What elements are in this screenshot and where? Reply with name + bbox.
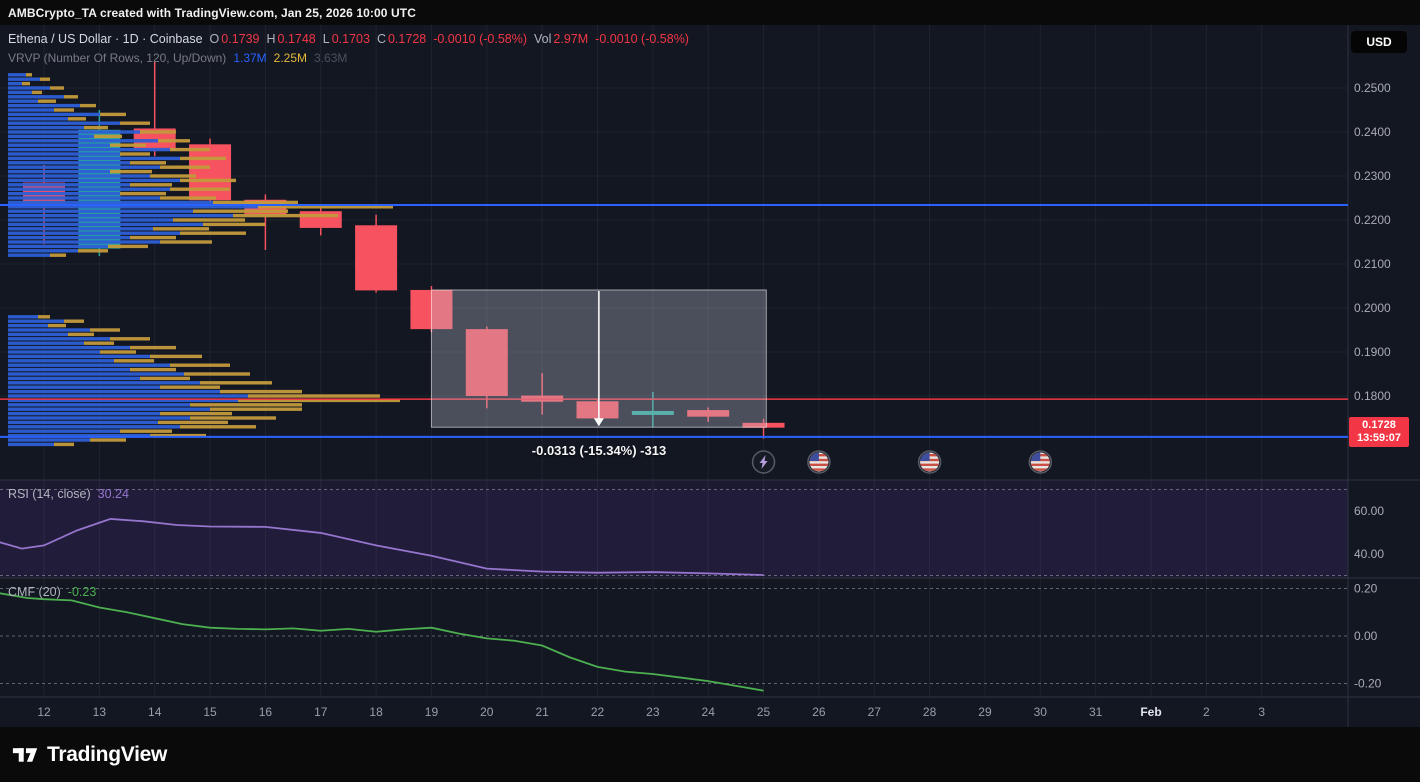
volume-profile	[8, 73, 400, 447]
svg-text:19: 19	[425, 705, 439, 719]
rsi-line	[0, 518, 764, 576]
svg-text:0.2000: 0.2000	[1354, 301, 1391, 315]
svg-text:20: 20	[480, 705, 494, 719]
svg-text:0.2500: 0.2500	[1354, 81, 1391, 95]
svg-text:0.1900: 0.1900	[1354, 345, 1391, 359]
svg-text:17: 17	[314, 705, 328, 719]
price-axis[interactable]: 0.2500 0.2400 0.2300 0.2200 0.2100 0.2000 0.19…	[1354, 81, 1391, 691]
svg-text:31: 31	[1089, 705, 1103, 719]
measure-tool[interactable]	[430, 289, 767, 428]
currency-toggle-button[interactable]: USD	[1351, 31, 1407, 53]
svg-text:0.2300: 0.2300	[1354, 169, 1391, 183]
svg-text:0.2400: 0.2400	[1354, 125, 1391, 139]
attribution-text: AMBCrypto_TA created with TradingView.co…	[8, 5, 416, 20]
svg-text:0.2100: 0.2100	[1354, 257, 1391, 271]
cmf-line	[0, 592, 764, 692]
time-axis[interactable]: 12 13 14 15 16 17 18 19 20 21 22 23 24 25 26 27 28 29 30 31…	[37, 705, 1265, 719]
rsi-pane-background	[0, 480, 1348, 578]
us-flag-event-icon[interactable]	[1028, 450, 1053, 474]
svg-text:-0.20: -0.20	[1354, 677, 1382, 691]
svg-text:0.20: 0.20	[1354, 582, 1378, 596]
tradingview-logo-icon	[12, 748, 38, 762]
tradingview-logo-text: TradingView	[47, 742, 168, 766]
svg-text:60.00: 60.00	[1354, 504, 1384, 518]
svg-text:40.00: 40.00	[1354, 547, 1384, 561]
svg-text:18: 18	[369, 705, 383, 719]
tradingview-logo[interactable]: TradingView	[12, 741, 167, 768]
svg-text:22: 22	[591, 705, 605, 719]
us-flag-event-icon[interactable]	[917, 450, 942, 474]
current-price-badge[interactable]: 0.1728 13:59:07	[1349, 417, 1409, 447]
pane-separators	[0, 25, 1420, 727]
svg-text:2: 2	[1203, 705, 1210, 719]
svg-text:3: 3	[1258, 705, 1265, 719]
us-flag-event-icon[interactable]	[807, 450, 831, 474]
lightning-event-icon[interactable]	[751, 450, 776, 474]
svg-text:Feb: Feb	[1140, 705, 1161, 719]
svg-text:21: 21	[535, 705, 549, 719]
rsi-pane	[0, 489, 1348, 576]
svg-text:27: 27	[868, 705, 882, 719]
svg-text:23: 23	[646, 705, 660, 719]
svg-text:26: 26	[812, 705, 826, 719]
svg-text:14: 14	[148, 705, 162, 719]
svg-text:16: 16	[259, 705, 273, 719]
svg-text:28: 28	[923, 705, 937, 719]
svg-text:12: 12	[37, 705, 51, 719]
svg-text:30: 30	[1034, 705, 1048, 719]
svg-text:24: 24	[702, 705, 716, 719]
svg-text:15: 15	[203, 705, 217, 719]
svg-text:25: 25	[757, 705, 771, 719]
svg-text:0.2200: 0.2200	[1354, 213, 1391, 227]
footer-bar: TradingView	[0, 727, 1420, 782]
bar-countdown: 13:59:07	[1356, 432, 1402, 444]
svg-text:13: 13	[93, 705, 107, 719]
attribution-bar: AMBCrypto_TA created with TradingView.co…	[0, 0, 1420, 25]
svg-text:0.00: 0.00	[1354, 629, 1378, 643]
svg-text:29: 29	[978, 705, 992, 719]
cmf-pane	[0, 588, 1348, 692]
last-price: 0.1728	[1362, 419, 1396, 431]
svg-text:0.1800: 0.1800	[1354, 389, 1391, 403]
